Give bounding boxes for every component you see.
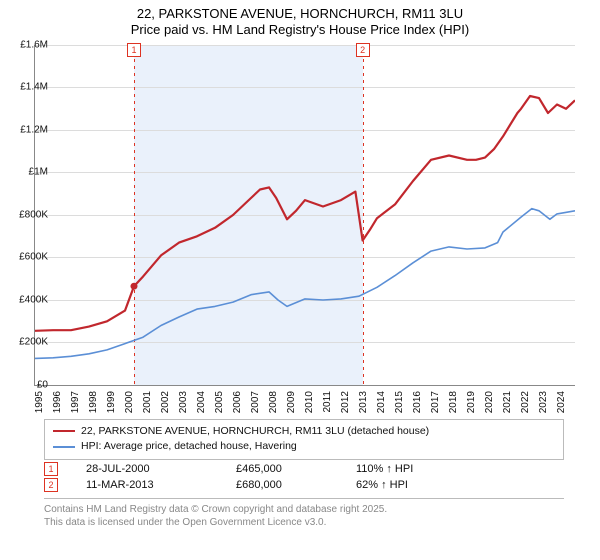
legend-item-hpi: HPI: Average price, detached house, Have…: [53, 439, 555, 455]
ytick: £600K: [8, 252, 48, 263]
ytick: £800K: [8, 209, 48, 220]
legend-item-price: 22, PARKSTONE AVENUE, HORNCHURCH, RM11 3…: [53, 424, 555, 440]
sale-date-2: 11-MAR-2013: [86, 479, 236, 491]
xtick: 2024: [556, 391, 584, 413]
legend: 22, PARKSTONE AVENUE, HORNCHURCH, RM11 3…: [44, 419, 564, 461]
sale-rel-2: 62% ↑ HPI: [356, 479, 456, 491]
chart-wrap: 12 £0£200K£400K£600K£800K£1M£1.2M£1.4M£1…: [34, 45, 594, 415]
sale-marker-2: 2: [44, 478, 58, 492]
line-series: [35, 45, 575, 385]
sale-price-2: £680,000: [236, 479, 356, 491]
legend-label-hpi: HPI: Average price, detached house, Have…: [81, 439, 297, 455]
footer-line-1: Contains HM Land Registry data © Crown c…: [44, 503, 564, 516]
sale-price-1: £465,000: [236, 463, 356, 475]
plot-area: 12: [34, 45, 575, 386]
ytick: £1.2M: [8, 124, 48, 135]
sale-row-2: 2 11-MAR-2013 £680,000 62% ↑ HPI: [44, 478, 564, 492]
sale-dot-1: [131, 282, 138, 289]
legend-swatch-hpi: [53, 446, 75, 448]
ytick: £400K: [8, 294, 48, 305]
series-hpi: [35, 208, 575, 358]
legend-label-price: 22, PARKSTONE AVENUE, HORNCHURCH, RM11 3…: [81, 424, 429, 440]
series-price_paid: [35, 96, 575, 331]
title-subtitle: Price paid vs. HM Land Registry's House …: [0, 22, 600, 38]
title-block: 22, PARKSTONE AVENUE, HORNCHURCH, RM11 3…: [0, 0, 600, 39]
ytick: £1.6M: [8, 39, 48, 50]
legend-swatch-price: [53, 430, 75, 432]
ytick: £200K: [8, 337, 48, 348]
ytick: £1.4M: [8, 82, 48, 93]
sale-date-1: 28-JUL-2000: [86, 463, 236, 475]
sale-marker-1: 1: [44, 462, 58, 476]
title-address: 22, PARKSTONE AVENUE, HORNCHURCH, RM11 3…: [0, 6, 600, 22]
ytick: £0: [8, 379, 48, 390]
chart-container: 22, PARKSTONE AVENUE, HORNCHURCH, RM11 3…: [0, 0, 600, 560]
footer-line-2: This data is licensed under the Open Gov…: [44, 516, 564, 529]
sale-row-1: 1 28-JUL-2000 £465,000 110% ↑ HPI: [44, 462, 564, 476]
footer: Contains HM Land Registry data © Crown c…: [44, 498, 564, 529]
ytick: £1M: [8, 167, 48, 178]
sale-rel-1: 110% ↑ HPI: [356, 463, 456, 475]
